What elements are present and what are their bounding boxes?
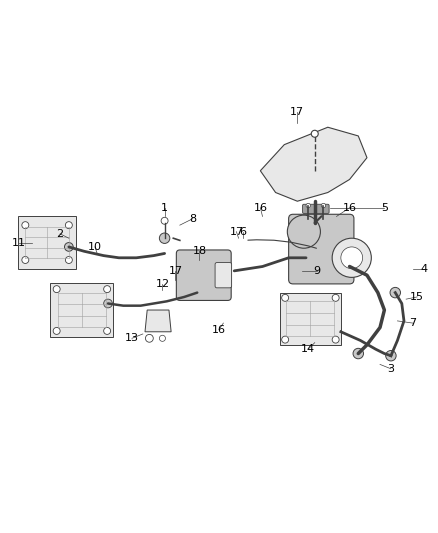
Circle shape [104,299,113,308]
Text: 10: 10 [88,242,102,252]
Circle shape [159,233,170,244]
Polygon shape [18,216,77,269]
Circle shape [306,204,311,208]
Text: 6: 6 [240,227,247,237]
Text: 16: 16 [343,203,357,213]
Text: 18: 18 [192,246,206,256]
Text: 15: 15 [410,292,424,302]
Text: 16: 16 [212,325,226,335]
Text: 7: 7 [409,318,416,328]
Circle shape [53,286,60,293]
Circle shape [145,334,153,342]
Circle shape [287,215,321,248]
Circle shape [65,222,72,229]
FancyBboxPatch shape [215,263,232,288]
Circle shape [104,286,111,293]
Circle shape [332,294,339,301]
Circle shape [321,204,325,208]
Circle shape [104,327,111,334]
Polygon shape [260,127,367,201]
Circle shape [161,217,168,224]
Text: 14: 14 [301,344,315,354]
Text: 3: 3 [388,364,394,374]
Circle shape [332,238,371,277]
FancyBboxPatch shape [177,250,231,301]
Text: 17: 17 [169,266,183,276]
Circle shape [353,349,364,359]
Text: 11: 11 [12,238,26,247]
Text: 9: 9 [313,266,321,276]
Text: 1: 1 [161,203,168,213]
Text: 13: 13 [125,333,139,343]
Text: 17: 17 [290,107,304,117]
Circle shape [386,351,396,361]
FancyBboxPatch shape [289,214,354,284]
Circle shape [282,336,289,343]
Text: 5: 5 [381,203,388,213]
Circle shape [65,256,72,263]
Text: 8: 8 [189,214,197,224]
Circle shape [390,287,400,298]
Polygon shape [280,293,341,345]
Circle shape [22,256,29,263]
Polygon shape [50,283,113,337]
Circle shape [311,130,318,137]
Circle shape [332,336,339,343]
Polygon shape [145,310,171,332]
Circle shape [159,335,166,341]
Circle shape [22,222,29,229]
Text: 4: 4 [420,264,427,273]
FancyBboxPatch shape [303,204,329,213]
Text: 2: 2 [57,229,64,239]
Text: 12: 12 [155,279,170,289]
Circle shape [64,243,73,251]
Text: 17: 17 [230,227,244,237]
Circle shape [53,327,60,334]
Circle shape [282,294,289,301]
Text: 16: 16 [253,203,267,213]
Circle shape [341,247,363,269]
